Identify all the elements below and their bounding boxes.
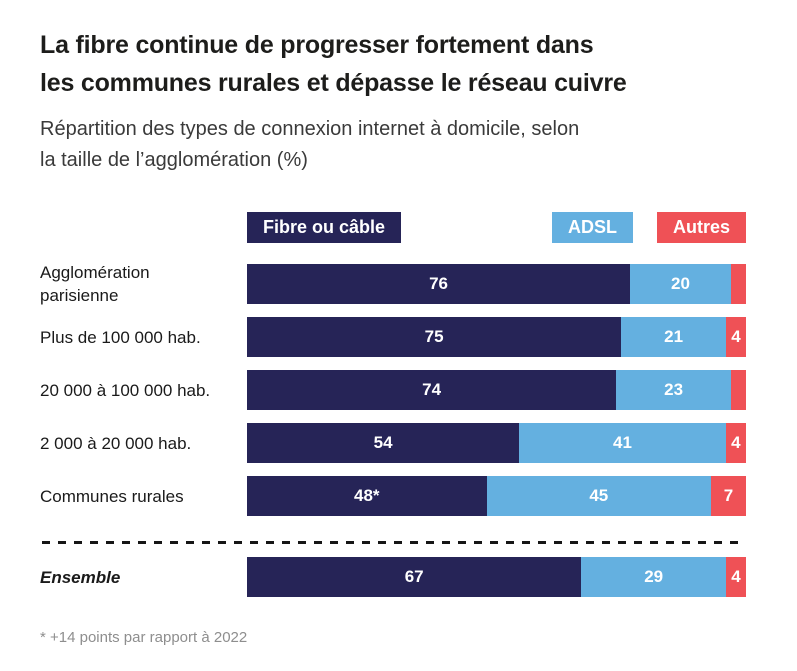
bar-segment-adsl: 21 <box>621 317 727 357</box>
bar-value-label: 4 <box>731 327 741 346</box>
dashed-separator <box>42 541 746 544</box>
bar-value-label: 45 <box>589 486 609 505</box>
bar-segment-adsl: 45 <box>486 476 712 516</box>
bar-value-label: 21 <box>664 327 684 346</box>
category-label: Plus de 100 000 hab. <box>40 327 201 347</box>
bar-value-label: 67 <box>404 567 424 586</box>
category-label: Ensemble <box>40 567 121 587</box>
legend-item-adsl: ADSL <box>552 212 633 243</box>
bar-segment-adsl: 29 <box>581 557 727 597</box>
legend-label: Fibre ou câble <box>263 217 386 237</box>
bar-segment-adsl: 23 <box>616 370 732 410</box>
bar-value-label: 4 <box>731 567 741 586</box>
bar-value-label: 7 <box>723 486 734 505</box>
chart-legend: Fibre ou câble ADSL Autres <box>40 212 746 243</box>
bar-segment-autres <box>731 370 746 410</box>
bar-segment-fibre-ou-cable: 67 <box>247 557 582 597</box>
chart-row: Communes rurales 48* 45 7 <box>40 476 746 516</box>
stacked-bar: 67 29 4 <box>247 557 746 597</box>
bar-segment-fibre-ou-cable: 54 <box>247 423 520 463</box>
bar-segment-autres <box>730 264 746 304</box>
legend-item-autres: Autres <box>656 212 746 243</box>
legend-label: ADSL <box>568 217 617 237</box>
bar-value-label: 23 <box>664 380 684 399</box>
title-line-1: La fibre continue de progresser fortemen… <box>40 31 594 59</box>
subtitle: Répartition des types de connexion inter… <box>40 114 746 176</box>
bar-value-label: 48* <box>353 486 380 505</box>
legend-item-fibre-ou-cable: Fibre ou câble <box>247 212 402 243</box>
title-line-2: les communes rurales et dépasse le résea… <box>40 69 627 97</box>
bar-value-label: 54 <box>373 433 393 452</box>
bar-segment-autres: 7 <box>711 476 746 516</box>
bar-segment-fibre-ou-cable: 74 <box>247 370 617 410</box>
subtitle-line-2: la taille de l’agglomération (%) <box>40 149 308 171</box>
bar-segment-adsl: 41 <box>519 423 726 463</box>
page-title: La fibre continue de progresser fortemen… <box>40 26 746 102</box>
stacked-bar-chart: Fibre ou câble ADSL Autres Agglomération… <box>40 212 746 597</box>
chart-row: Agglomération parisienne 76 20 <box>40 263 746 305</box>
bar-segment-autres: 4 <box>726 557 746 597</box>
bar-segment-fibre-ou-cable: 75 <box>247 317 622 357</box>
bar-segment-autres: 4 <box>726 317 746 357</box>
bar-value-label: 75 <box>424 327 444 346</box>
bar-segment-adsl: 20 <box>630 264 731 304</box>
bar-value-label: 76 <box>429 274 448 293</box>
bar-segment-autres: 4 <box>725 423 746 463</box>
legend-label: Autres <box>672 217 730 237</box>
subtitle-line-1: Répartition des types de connexion inter… <box>40 118 580 140</box>
chart-row: Plus de 100 000 hab. 75 21 4 <box>40 317 746 357</box>
stacked-bar: 76 20 <box>247 264 746 304</box>
category-label: Agglomération parisienne <box>40 263 150 305</box>
footnote: * +14 points par rapport à 2022 <box>40 629 248 646</box>
category-label: Communes rurales <box>40 486 184 506</box>
summary-row-container: Ensemble 67 29 4 <box>40 557 746 597</box>
chart-row: Ensemble 67 29 4 <box>40 557 746 597</box>
category-label: 20 000 à 100 000 hab. <box>40 380 211 400</box>
bar-segment-fibre-ou-cable: 48* <box>247 476 487 516</box>
stacked-bar: 74 23 <box>247 370 746 410</box>
chart-row: 20 000 à 100 000 hab. 74 23 <box>40 370 746 410</box>
bar-segment-fibre-ou-cable: 76 <box>247 264 631 304</box>
bar-value-label: 74 <box>422 380 442 399</box>
bar-value-label: 4 <box>731 433 741 452</box>
stacked-bar: 75 21 4 <box>247 317 746 357</box>
stacked-bar: 48* 45 7 <box>247 476 746 516</box>
stacked-bar: 54 41 4 <box>247 423 746 463</box>
bar-value-label: 20 <box>671 274 690 293</box>
bar-value-label: 29 <box>644 567 664 586</box>
bar-value-label: 41 <box>613 433 632 452</box>
category-label: 2 000 à 20 000 hab. <box>40 433 192 453</box>
chart-row: 2 000 à 20 000 hab. 54 41 4 <box>40 423 746 463</box>
chart-rows: Agglomération parisienne 76 20 Plus de 10… <box>40 263 746 516</box>
